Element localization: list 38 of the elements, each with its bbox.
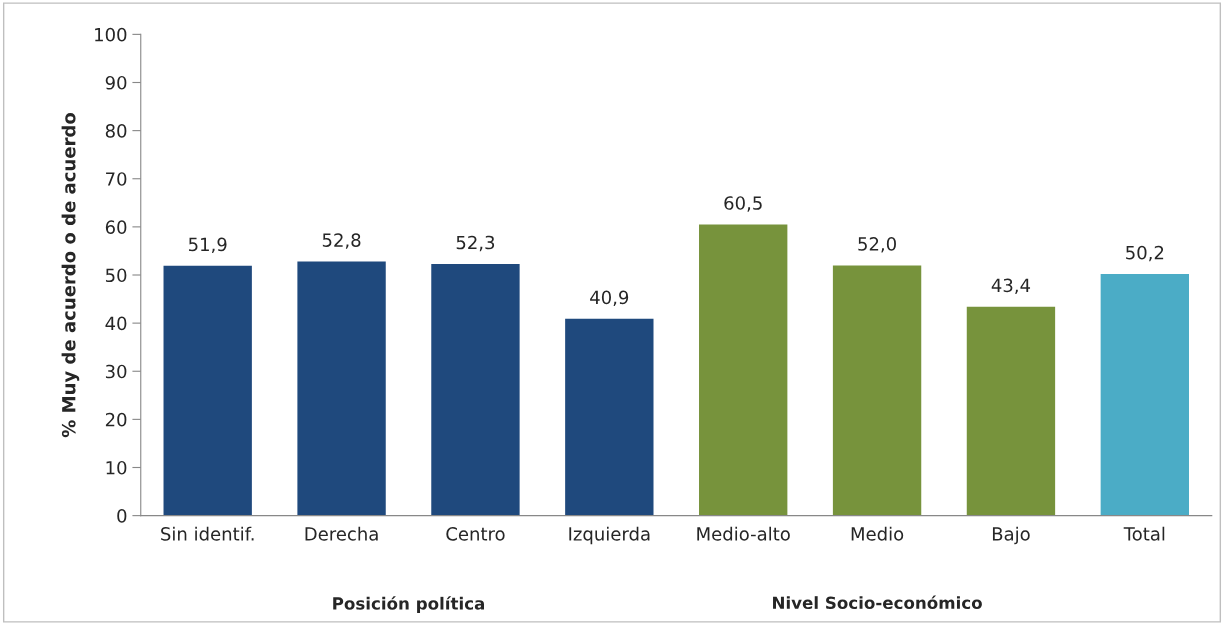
y-tick-label: 70 [106, 172, 127, 186]
y-tick-label: 80 [105, 124, 127, 138]
bar [565, 318, 654, 516]
data-label: 52,3 [456, 235, 495, 252]
y-tick-label: 50 [105, 268, 127, 283]
data-label: 60,5 [724, 196, 762, 212]
text: Nivel Socio-económico [773, 595, 982, 610]
data-label: 43,4 [991, 278, 1031, 294]
bar [1100, 274, 1189, 516]
x-tick-label: Centro [446, 527, 505, 541]
y-tick-label: 60 [105, 220, 127, 234]
x-tick-label: Bajo [992, 526, 1030, 545]
y-tick-label: 10 [106, 460, 127, 475]
y-tick-label: 40 [105, 316, 127, 331]
bar [431, 263, 520, 516]
data-label: 40,9 [590, 290, 629, 307]
x-tick-label: Izquierda [569, 526, 650, 545]
text: Posición política [333, 596, 485, 613]
x-tick-label: Total [1123, 526, 1165, 541]
bar [163, 265, 252, 516]
data-label: 51,9 [188, 237, 227, 254]
bar [832, 265, 922, 516]
data-label: 50,2 [1126, 245, 1164, 262]
y-axis-title: % Muy de acuerdo o de acuerdo [61, 112, 80, 438]
bar [297, 261, 386, 516]
data-label: 52,8 [322, 233, 361, 249]
bar [699, 224, 788, 516]
x-tick-label: Medio [851, 526, 904, 541]
y-tick-label: 100 [95, 27, 127, 42]
x-tick-label: Sin identif. [161, 526, 254, 541]
bar [966, 306, 1056, 516]
y-tick-label: 90 [105, 75, 127, 90]
y-tick-label: 30 [105, 364, 127, 379]
x-tick-label: Medio-alto [697, 526, 790, 541]
y-tick-label: 20 [105, 412, 127, 427]
data-label: 52,0 [858, 237, 896, 253]
y-tick-label: 0 [117, 509, 127, 523]
x-tick-label: Derecha [305, 526, 378, 541]
